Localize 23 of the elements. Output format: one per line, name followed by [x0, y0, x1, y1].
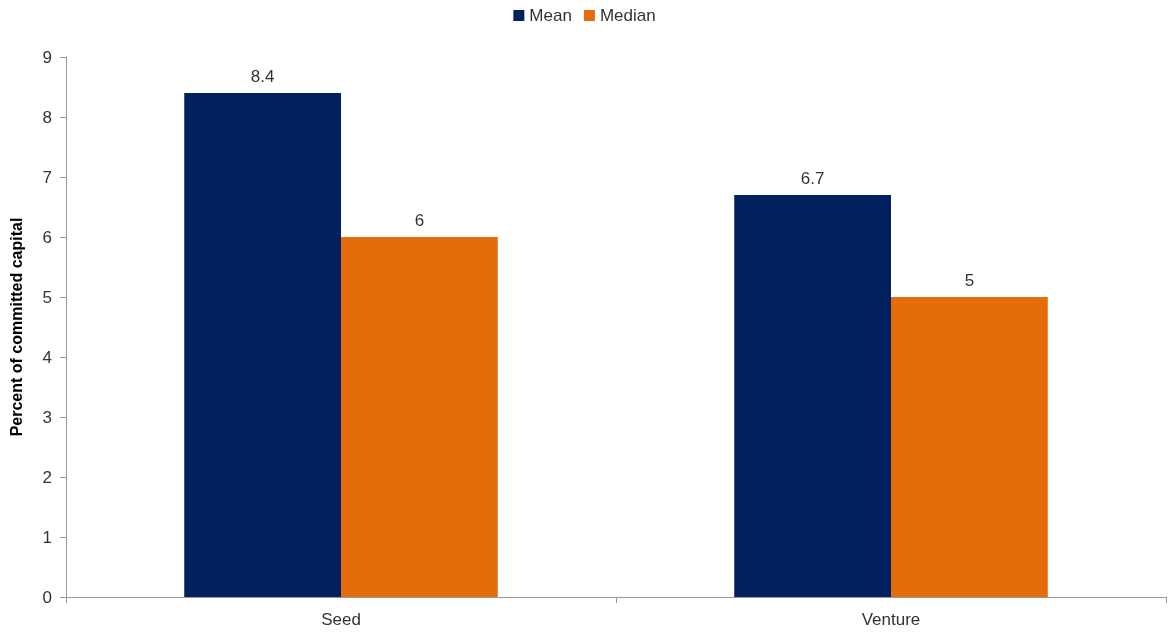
- x-tick-label: Seed: [321, 610, 361, 629]
- y-tick-label: 5: [42, 287, 52, 307]
- data-label: 6: [414, 211, 425, 230]
- bar: [341, 237, 498, 597]
- y-tick-label: 9: [42, 47, 52, 67]
- y-tick-label: 2: [42, 467, 52, 487]
- bar: [734, 195, 891, 597]
- legend-label: Median: [599, 6, 656, 25]
- x-tick-label: Venture: [861, 610, 921, 629]
- data-label: 8.4: [250, 67, 275, 86]
- y-tick-label: 1: [42, 527, 52, 547]
- y-axis-title: Percent of committed capital: [7, 217, 25, 437]
- y-tick-label: 8: [42, 107, 52, 127]
- data-label: 6.7: [800, 169, 825, 188]
- legend-label: Mean: [529, 6, 572, 25]
- data-label: 5: [964, 271, 975, 290]
- y-tick-label: 7: [42, 167, 52, 187]
- y-tick-label: 6: [42, 227, 52, 247]
- y-tick-label: 4: [42, 347, 52, 367]
- bar: [891, 297, 1048, 597]
- y-tick-label: 3: [42, 407, 52, 427]
- y-tick-label: 0: [42, 587, 52, 607]
- bar: [184, 93, 341, 597]
